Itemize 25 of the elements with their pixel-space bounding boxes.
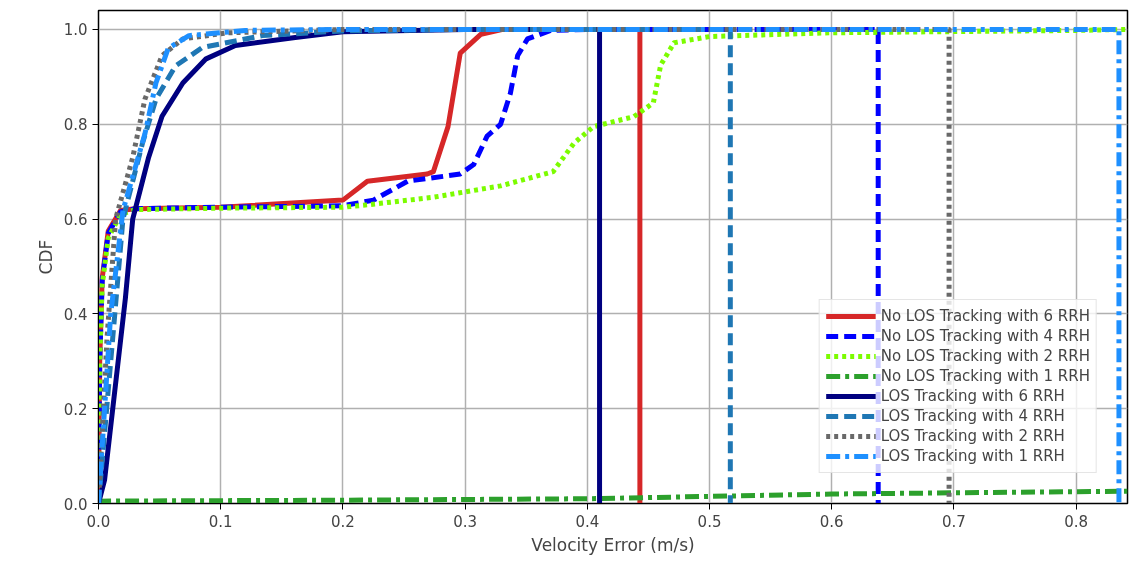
x-tick-label: 0.3 — [453, 512, 478, 531]
x-tick-label: 0.0 — [86, 512, 111, 531]
y-tick-label: 0.4 — [63, 305, 88, 324]
legend-label: No LOS Tracking with 1 RRH — [880, 366, 1090, 386]
x-tick-label: 0.5 — [697, 512, 722, 531]
x-tick-label: 0.8 — [1064, 512, 1089, 531]
x-tick-label: 0.1 — [208, 512, 233, 531]
y-axis-title: CDF — [35, 239, 56, 275]
x-tick-label: 0.6 — [819, 512, 844, 531]
legend-label: LOS Tracking with 4 RRH — [880, 406, 1065, 426]
x-axis-title: Velocity Error (m/s) — [531, 534, 695, 555]
x-tick-label: 0.2 — [330, 512, 355, 531]
y-tick-label: 1.0 — [63, 21, 88, 40]
x-tick-label: 0.7 — [942, 512, 966, 531]
legend-label: No LOS Tracking with 2 RRH — [880, 346, 1090, 366]
y-tick-label: 0.6 — [63, 211, 88, 230]
legend-label: LOS Tracking with 6 RRH — [880, 386, 1065, 406]
y-tick-label: 0.8 — [63, 116, 88, 135]
legend-label: No LOS Tracking with 4 RRH — [880, 326, 1090, 346]
y-tick-label: 0.2 — [63, 400, 88, 419]
y-tick-label: 0.0 — [63, 495, 88, 514]
legend-label: LOS Tracking with 1 RRH — [880, 446, 1065, 466]
x-tick-label: 0.4 — [575, 512, 600, 531]
legend-label: No LOS Tracking with 6 RRH — [880, 306, 1090, 326]
legend-label: LOS Tracking with 2 RRH — [880, 426, 1065, 446]
